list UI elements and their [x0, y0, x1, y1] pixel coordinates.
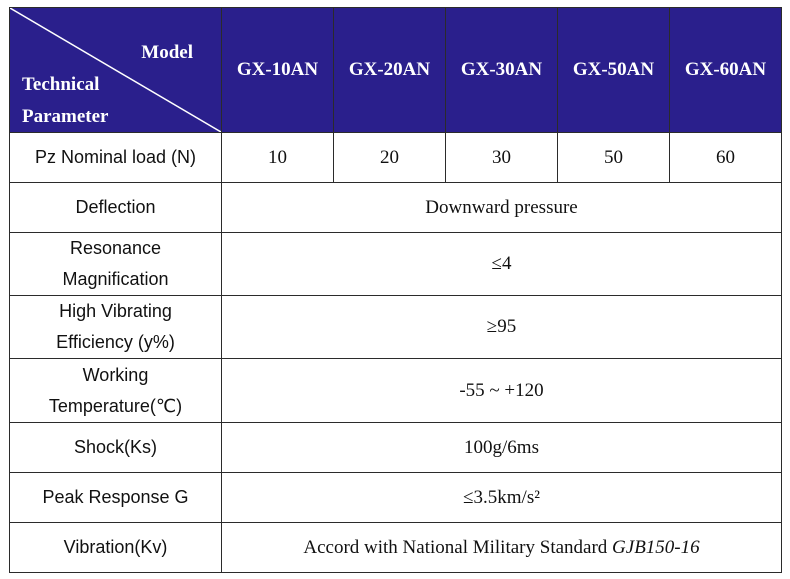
row-vibration: Vibration(Kv) Accord with National Milit…: [9, 522, 782, 573]
corner-header-cell: Model Technical Parameter: [9, 7, 222, 133]
resonance-label: Resonance Magnification: [9, 232, 222, 296]
nominal-load-gx-20an: 20: [333, 132, 446, 183]
efficiency-label: High Vibrating Efficiency (y%): [9, 295, 222, 359]
row-peak-response: Peak Response G ≤3.5km/s²: [9, 472, 782, 523]
peak-response-label: Peak Response G: [9, 472, 222, 523]
model-header-gx-20an: GX-20AN: [333, 7, 446, 133]
nominal-load-label: Pz Nominal load (N): [9, 132, 222, 183]
nominal-load-gx-60an: 60: [669, 132, 782, 183]
corner-parameter-label: Parameter: [22, 106, 109, 127]
row-resonance: Resonance Magnification ≤4: [9, 232, 782, 296]
row-shock: Shock(Ks) 100g/6ms: [9, 422, 782, 473]
shock-value: 100g/6ms: [221, 422, 782, 473]
efficiency-label-line2: Efficiency (y%): [56, 332, 175, 352]
row-efficiency: High Vibrating Efficiency (y%) ≥95: [9, 295, 782, 359]
nominal-load-gx-10an: 10: [221, 132, 334, 183]
temperature-label-line2: Temperature(℃): [48, 395, 183, 416]
corner-model-label: Model: [141, 42, 193, 63]
row-deflection: Deflection Downward pressure: [9, 182, 782, 233]
model-header-gx-60an: GX-60AN: [669, 7, 782, 133]
row-nominal-load: Pz Nominal load (N) 10 20 30 50 60: [9, 132, 782, 183]
spec-table: Model Technical Parameter GX-10AN GX-20A…: [9, 7, 782, 573]
efficiency-value: ≥95: [221, 295, 782, 359]
vibration-value-prefix: Accord with National Military Standard: [303, 536, 613, 558]
temperature-label: Working Temperature(℃): [9, 358, 222, 423]
vibration-value: Accord with National Military Standard G…: [221, 522, 782, 573]
model-header-gx-30an: GX-30AN: [445, 7, 558, 133]
nominal-load-gx-50an: 50: [557, 132, 670, 183]
diagonal-divider: [10, 8, 221, 132]
model-header-gx-10an: GX-10AN: [221, 7, 334, 133]
resonance-value: ≤4: [221, 232, 782, 296]
temperature-label-line1: Working: [82, 364, 149, 385]
shock-label: Shock(Ks): [9, 422, 222, 473]
vibration-label: Vibration(Kv): [9, 522, 222, 573]
header-row: Model Technical Parameter GX-10AN GX-20A…: [9, 7, 782, 133]
nominal-load-gx-30an: 30: [445, 132, 558, 183]
peak-response-value: ≤3.5km/s²: [221, 472, 782, 523]
corner-technical-label: Technical: [22, 74, 100, 95]
deflection-value: Downward pressure: [221, 182, 782, 233]
temperature-value: -55 ~ +120: [221, 358, 782, 423]
deflection-label: Deflection: [9, 182, 222, 233]
efficiency-label-line1: High Vibrating: [59, 301, 172, 321]
model-header-gx-50an: GX-50AN: [557, 7, 670, 133]
vibration-standard-code: GJB150-16: [612, 536, 700, 558]
row-temperature: Working Temperature(℃) -55 ~ +120: [9, 358, 782, 423]
resonance-label-line2: Magnification: [62, 269, 169, 289]
resonance-label-line1: Resonance: [69, 238, 162, 258]
